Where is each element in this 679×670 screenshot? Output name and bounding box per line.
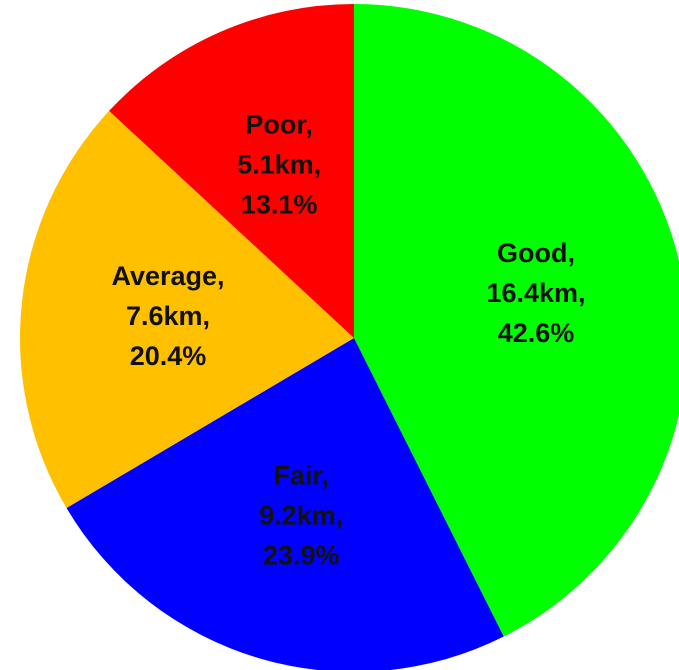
slice-category-label: Fair,	[273, 461, 329, 491]
pie-slice	[109, 3, 354, 338]
slice-category-label: Average,	[111, 261, 224, 291]
slice-distance-label: 16.4km,	[486, 278, 585, 308]
pie-slice	[20, 110, 355, 509]
slice-distance-label: 5.1km,	[237, 150, 321, 180]
slice-percent-label: 23.9%	[263, 541, 340, 571]
pie-slice	[354, 4, 679, 637]
pie-slice	[66, 338, 504, 670]
slice-distance-label: 7.6km,	[126, 301, 210, 331]
slice-category-label: Good,	[497, 238, 575, 268]
slice-percent-label: 42.6%	[498, 318, 575, 348]
slice-distance-label: 9.2km,	[259, 501, 343, 531]
slice-percent-label: 13.1%	[241, 190, 318, 220]
slice-category-label: Poor,	[245, 110, 313, 140]
slice-percent-label: 20.4%	[130, 341, 207, 371]
